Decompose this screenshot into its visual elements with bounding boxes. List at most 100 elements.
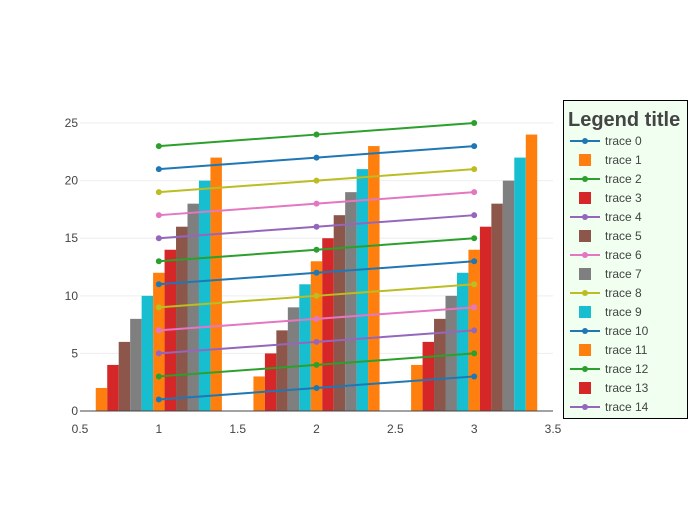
y-tick-label: 0	[71, 404, 78, 418]
point-trace-20	[155, 166, 162, 173]
bar-trace-11	[153, 272, 165, 411]
legend-label-trace-7: trace 7	[605, 267, 642, 281]
legend-label-trace-8: trace 8	[605, 286, 642, 300]
legend-box	[563, 100, 688, 419]
legend-swatch-trace-5	[579, 230, 591, 242]
point-trace-8	[471, 281, 478, 288]
axes-layer: 0 5 10 15 20 25 0.5 1 1.5 2 2.5 3 3.5	[65, 116, 562, 436]
bar-trace-1	[253, 376, 265, 411]
legend-label-trace-14: trace 14	[605, 400, 649, 414]
legend-swatch-trace-13	[579, 382, 591, 394]
point-trace-12	[471, 235, 478, 242]
bar-trace-9	[456, 272, 469, 411]
bar-trace-13	[322, 238, 334, 411]
point-trace-4	[471, 327, 478, 334]
legend-label-trace-4: trace 4	[605, 210, 642, 224]
bar-trace-9	[141, 295, 154, 411]
bar-trace-19	[198, 180, 211, 411]
legend-label-trace-12: trace 12	[605, 362, 649, 376]
point-trace-16	[313, 200, 320, 207]
bar-trace-7	[287, 307, 300, 411]
legend-label-trace-3: trace 3	[605, 191, 642, 205]
legend-title: Legend title	[568, 109, 680, 131]
bar-trace-17	[502, 180, 515, 411]
point-trace-18	[155, 189, 162, 196]
point-trace-22	[471, 120, 478, 127]
bar-trace-13	[479, 226, 492, 411]
bar-trace-3	[264, 353, 277, 411]
point-trace-14	[313, 223, 320, 230]
point-trace-2	[471, 350, 478, 357]
bar-trace-1	[411, 364, 423, 411]
y-tick-label: 20	[65, 174, 79, 188]
point-trace-18	[313, 177, 320, 184]
point-trace-6	[313, 315, 320, 322]
legend-marker-trace-0	[582, 138, 588, 144]
legend-label-trace-5: trace 5	[605, 229, 642, 243]
bar-trace-9	[299, 284, 311, 411]
bar-trace-21	[368, 146, 380, 411]
point-trace-10	[155, 281, 162, 288]
legend-marker-trace-10	[582, 328, 588, 334]
bar-trace-11	[310, 261, 323, 411]
x-tick-label: 2	[313, 422, 320, 436]
legend-label-trace-13: trace 13	[605, 381, 649, 395]
point-trace-16	[155, 212, 162, 219]
x-tick-label: 1.5	[229, 422, 246, 436]
point-trace-2	[155, 373, 162, 380]
point-trace-14	[155, 235, 162, 242]
legend-marker-trace-14	[582, 404, 588, 410]
legend-marker-trace-8	[582, 290, 588, 296]
point-trace-14	[471, 212, 478, 219]
bar-trace-21	[210, 157, 222, 411]
legend-marker-trace-4	[582, 214, 588, 220]
point-trace-10	[471, 258, 478, 265]
legend-label-trace-2: trace 2	[605, 172, 642, 186]
x-tick-label: 3.5	[545, 422, 562, 436]
point-trace-18	[471, 166, 478, 173]
point-trace-10	[313, 269, 320, 276]
bar-trace-7	[445, 295, 457, 411]
point-trace-6	[471, 304, 478, 311]
y-tick-label: 10	[65, 289, 79, 303]
y-tick-label: 25	[65, 116, 79, 130]
point-trace-2	[313, 361, 320, 368]
legend-swatch-trace-3	[579, 192, 591, 204]
y-tick-label: 15	[65, 231, 79, 245]
legend-swatch-trace-1	[579, 154, 591, 166]
point-trace-4	[313, 338, 320, 345]
lines-layer	[155, 120, 478, 403]
legend-items: trace 0 trace 1 trace 2 trace 3 trace 4 trace…	[570, 134, 649, 414]
point-trace-0	[313, 384, 320, 391]
x-tick-label: 1	[155, 422, 162, 436]
point-trace-6	[155, 327, 162, 334]
legend-label-trace-11: trace 11	[605, 343, 648, 357]
x-tick-label: 2.5	[387, 422, 404, 436]
legend-swatch-trace-7	[579, 268, 591, 280]
bar-trace-3	[107, 364, 119, 411]
bar-trace-1	[95, 387, 108, 411]
bar-trace-15	[333, 215, 346, 411]
legend-label-trace-10: trace 10	[605, 324, 649, 338]
legend-swatch-trace-9	[579, 306, 591, 318]
bar-trace-17	[187, 203, 199, 411]
point-trace-20	[313, 154, 320, 161]
y-tick-label: 5	[71, 346, 78, 360]
bar-trace-21	[525, 134, 538, 412]
legend-swatch-trace-11	[579, 344, 591, 356]
legend-label-trace-9: trace 9	[605, 305, 642, 319]
point-trace-4	[155, 350, 162, 357]
point-trace-0	[471, 373, 478, 380]
bar-trace-17	[345, 192, 357, 411]
bar-trace-19	[356, 169, 369, 411]
legend-label-trace-0: trace 0	[605, 134, 642, 148]
bar-trace-15	[491, 203, 503, 411]
bar-trace-3	[422, 341, 435, 411]
point-trace-0	[155, 396, 162, 403]
x-tick-label: 3	[471, 422, 478, 436]
bar-trace-5	[434, 318, 446, 411]
legend-marker-trace-12	[582, 366, 588, 372]
legend-label-trace-6: trace 6	[605, 248, 642, 262]
